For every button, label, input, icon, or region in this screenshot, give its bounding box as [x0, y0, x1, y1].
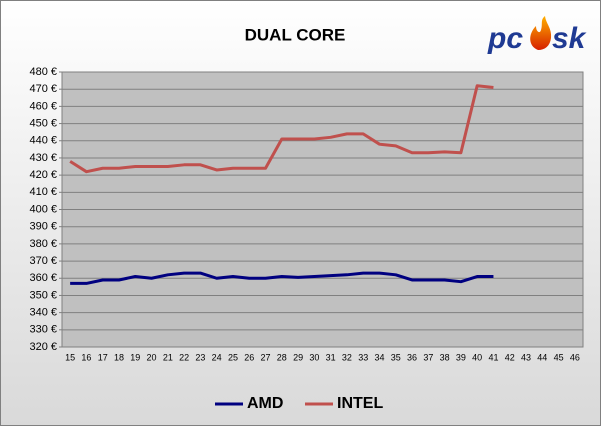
x-tick-label: 42	[505, 352, 515, 362]
logo-flame	[530, 16, 552, 50]
logo-text: sk	[552, 22, 587, 55]
x-tick-label: 29	[293, 352, 303, 362]
chart-title: DUAL CORE	[245, 25, 346, 44]
y-tick-label: 420 €	[29, 169, 57, 181]
x-tick-label: 31	[326, 352, 336, 362]
x-tick-label: 16	[81, 352, 91, 362]
x-tick-label: 33	[358, 352, 368, 362]
series-line	[70, 271, 494, 285]
x-tick-label: 22	[179, 352, 189, 362]
y-tick-label: 480 €	[29, 66, 57, 78]
y-tick-label: 320 €	[29, 341, 57, 353]
y-tick-label: 460 €	[29, 100, 57, 112]
x-tick-label: 19	[130, 352, 140, 362]
y-tick-label: 440 €	[29, 135, 57, 147]
x-tick-label: 15	[65, 352, 75, 362]
series-line	[69, 84, 494, 174]
x-tick-label: 44	[537, 352, 547, 362]
x-tick-label: 20	[147, 352, 157, 362]
x-tick-label: 25	[228, 352, 238, 362]
x-tick-label: 26	[244, 352, 254, 362]
y-tick-label: 370 €	[29, 255, 57, 267]
logo-text: pc	[487, 22, 523, 55]
y-tick-label: 410 €	[29, 186, 57, 198]
y-tick-label: 400 €	[29, 203, 57, 215]
x-tick-label: 39	[456, 352, 466, 362]
x-tick-label: 36	[407, 352, 417, 362]
x-tick-label: 32	[342, 352, 352, 362]
x-tick-label: 21	[163, 352, 173, 362]
x-tick-label: 17	[98, 352, 108, 362]
x-tick-label: 38	[440, 352, 450, 362]
x-tick-label: 23	[195, 352, 205, 362]
y-tick-label: 340 €	[29, 307, 57, 319]
x-tick-label: 28	[277, 352, 287, 362]
x-tick-label: 34	[374, 352, 384, 362]
x-tick-label: 40	[472, 352, 482, 362]
legend-label: INTEL	[337, 395, 383, 412]
x-tick-label: 41	[488, 352, 498, 362]
y-tick-label: 470 €	[29, 83, 57, 95]
y-tick-label: 330 €	[29, 324, 57, 336]
y-tick-label: 390 €	[29, 221, 57, 233]
y-tick-label: 380 €	[29, 238, 57, 250]
y-tick-label: 360 €	[29, 272, 57, 284]
y-tick-label: 350 €	[29, 289, 57, 301]
x-tick-label: 24	[212, 352, 222, 362]
x-tick-label: 30	[309, 352, 319, 362]
x-tick-label: 35	[391, 352, 401, 362]
logo: pc sk	[487, 16, 587, 55]
x-tick-label: 37	[423, 352, 433, 362]
x-tick-label: 18	[114, 352, 124, 362]
x-tick-label: 45	[554, 352, 564, 362]
x-tick-label: 46	[570, 352, 580, 362]
y-tick-label: 430 €	[29, 152, 57, 164]
x-tick-label: 27	[261, 352, 271, 362]
y-tick-label: 450 €	[29, 117, 57, 129]
legend-label: AMD	[247, 395, 283, 412]
x-tick-label: 43	[521, 352, 531, 362]
